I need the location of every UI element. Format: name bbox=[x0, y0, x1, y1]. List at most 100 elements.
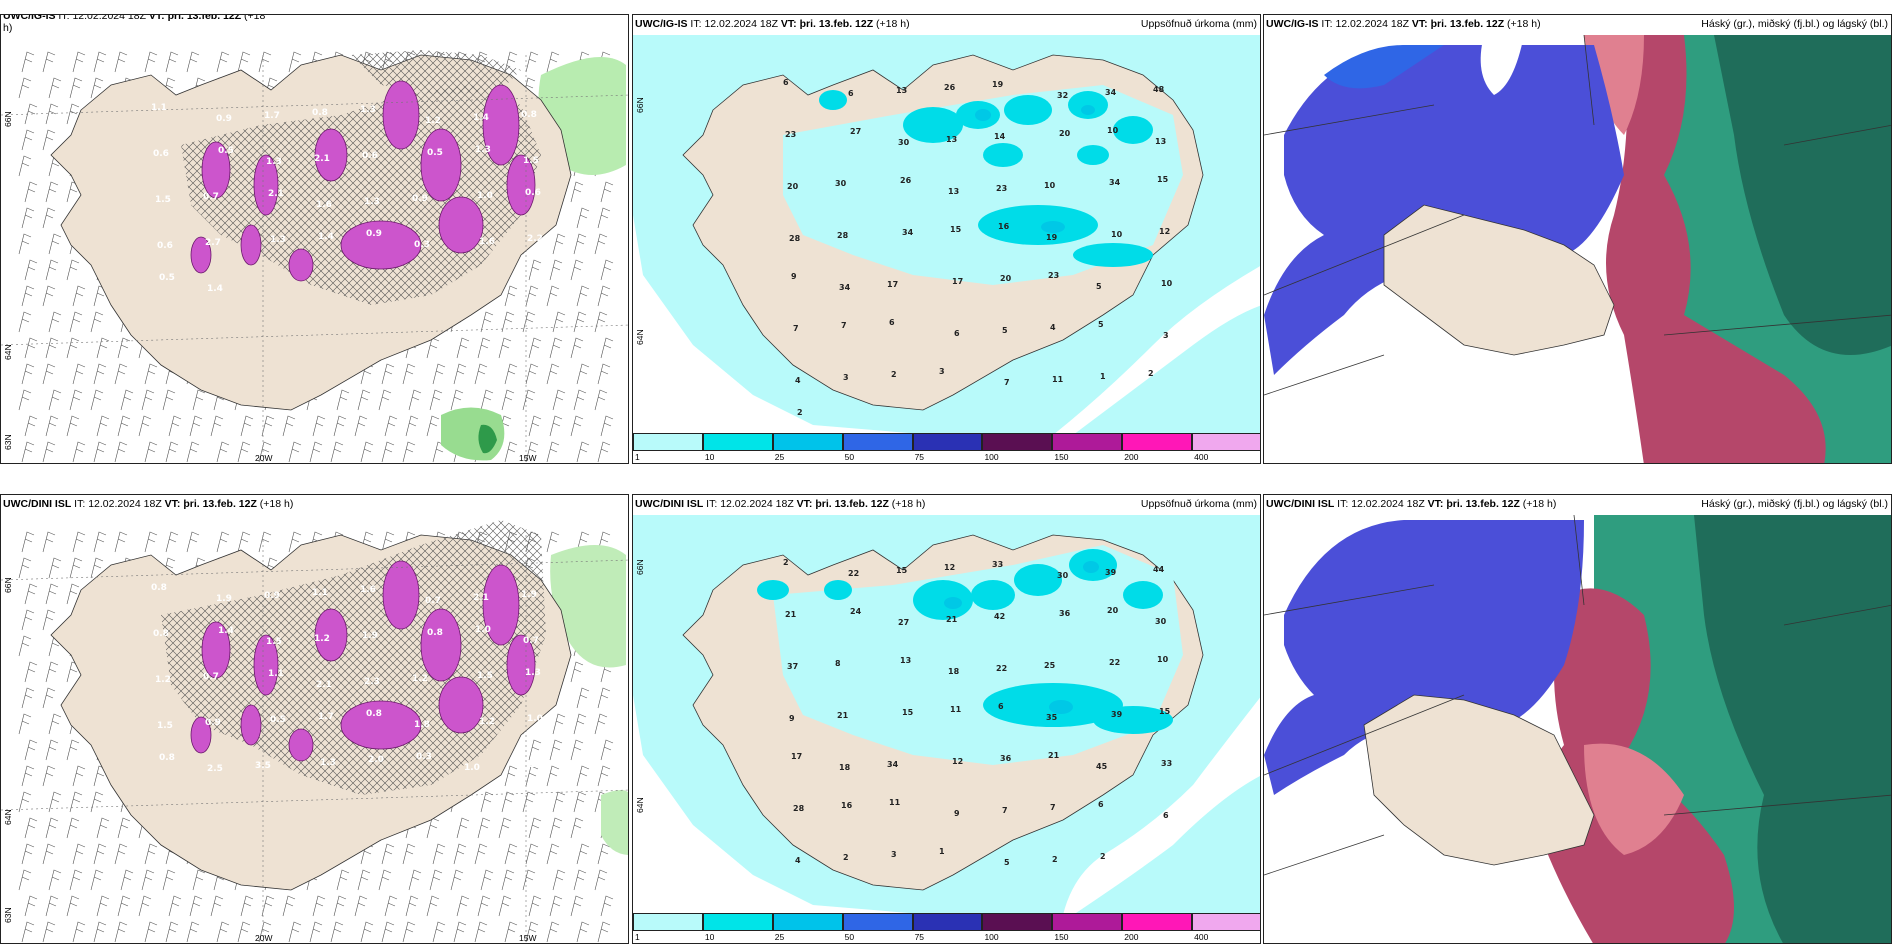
precip-rate-cell bbox=[190, 236, 212, 274]
value-label: 30 bbox=[835, 179, 847, 188]
wind-barb bbox=[546, 843, 560, 865]
precip-rate-cell bbox=[314, 608, 348, 662]
value-label: 1.3 bbox=[360, 105, 376, 115]
wind-barb bbox=[90, 869, 104, 891]
wind-barb bbox=[114, 363, 128, 385]
wind-barb bbox=[21, 687, 35, 709]
wind-barb bbox=[450, 869, 464, 891]
wind-barb bbox=[597, 921, 611, 943]
value-label: 7 bbox=[1004, 378, 1010, 387]
value-label: 5 bbox=[1004, 858, 1010, 867]
graticule bbox=[1264, 34, 1891, 396]
colorbar-swatch bbox=[1122, 433, 1193, 451]
wind-barb bbox=[549, 739, 563, 761]
value-label: 0.8 bbox=[366, 709, 382, 719]
lead-time: (+18 h) bbox=[891, 498, 926, 510]
wind-barb bbox=[525, 843, 539, 865]
wind-barb bbox=[474, 921, 488, 943]
value-label: 1.4 bbox=[207, 284, 223, 294]
wind-barb bbox=[48, 791, 62, 813]
wind-barb bbox=[90, 389, 104, 411]
wind-barb bbox=[552, 713, 566, 735]
wind-barb bbox=[45, 415, 59, 437]
map-panel-ig-is-precip: UWC/IG-IS IT: 12.02.2024 18Z VT: þri. 13… bbox=[632, 14, 1261, 464]
wind-barb bbox=[261, 895, 275, 917]
lon-label-15w: 15W bbox=[519, 933, 537, 943]
wind-barb bbox=[48, 389, 62, 411]
value-label: 4 bbox=[795, 376, 801, 385]
wind-barb bbox=[597, 363, 611, 385]
wind-barb bbox=[21, 363, 35, 385]
value-label: 1.3 bbox=[475, 145, 491, 155]
value-label: 1.2 bbox=[314, 634, 330, 644]
wind-barb bbox=[456, 337, 470, 359]
value-label: 36 bbox=[1000, 754, 1012, 763]
value-label: 28 bbox=[789, 234, 801, 243]
precip-cells bbox=[819, 90, 1153, 267]
precip-rate-cell bbox=[438, 676, 484, 734]
colorbar-swatch bbox=[772, 433, 843, 451]
wind-barb bbox=[93, 843, 107, 865]
colorbar-label: 100 bbox=[984, 452, 999, 462]
value-label: 21 bbox=[837, 711, 849, 720]
value-label: 13 bbox=[900, 656, 911, 665]
it-label: IT: bbox=[690, 18, 702, 30]
cloud-map bbox=[1264, 34, 1891, 463]
wind-barb bbox=[528, 895, 542, 917]
panel-header: UWC/IG-IS IT: 12.02.2024 18Z VT: þri. 13… bbox=[1266, 18, 1541, 30]
wind-barb bbox=[48, 311, 62, 333]
value-label: 1.7 bbox=[264, 111, 280, 121]
value-label: 6 bbox=[1098, 800, 1104, 809]
value-label: 2 bbox=[797, 408, 803, 417]
wind-barb bbox=[165, 921, 179, 943]
panel-title: Háský (gr.), miðský (fj.bl.) og lágský (… bbox=[1701, 18, 1888, 30]
wind-barb bbox=[552, 791, 566, 813]
wind-barb bbox=[45, 661, 59, 683]
wind-barb bbox=[528, 259, 542, 281]
value-label: 0.7 bbox=[523, 636, 539, 646]
value-label: 28 bbox=[793, 804, 805, 813]
value-label: 0.5 bbox=[270, 715, 286, 725]
wind-barb bbox=[594, 389, 608, 411]
value-label: 17 bbox=[887, 280, 898, 289]
cloud-mid-area bbox=[1606, 35, 1826, 463]
wind-barb bbox=[69, 557, 83, 579]
wind-barb bbox=[381, 363, 395, 385]
value-label: 35 bbox=[1046, 713, 1058, 722]
precip-rate-cell bbox=[382, 80, 420, 150]
wind-barb bbox=[432, 363, 446, 385]
precip-colorbar: 1 10 25 50 75 100 150 200 400 bbox=[633, 433, 1260, 463]
wind-barb bbox=[66, 739, 80, 761]
panel-title: Háský (gr.), miðský (fj.bl.) og lágský (… bbox=[1701, 498, 1888, 510]
wind-barb bbox=[504, 765, 518, 787]
colorbar-label: 200 bbox=[1124, 932, 1139, 942]
wind-barb bbox=[456, 817, 470, 839]
wind-barb bbox=[90, 311, 104, 333]
wind-barb bbox=[18, 869, 32, 891]
wind-barb bbox=[525, 765, 539, 787]
panel-title: Uppsöfnuð úrkoma (mm) bbox=[1140, 18, 1257, 30]
value-label: 2 bbox=[783, 558, 789, 567]
wind-barb bbox=[240, 415, 254, 437]
value-label: 11 bbox=[889, 798, 901, 807]
value-label: 0.6 bbox=[525, 188, 541, 198]
precip-rate-cell bbox=[201, 621, 231, 679]
value-label: 27 bbox=[850, 127, 861, 136]
wind-barb bbox=[597, 765, 611, 787]
map-panel-ig-is-cloud: UWC/IG-IS IT: 12.02.2024 18Z VT: þri. 13… bbox=[1263, 14, 1892, 464]
wind-barb bbox=[24, 739, 38, 761]
model-name: UWC/DINI ISL bbox=[635, 498, 704, 510]
vt-label: VT: bbox=[1427, 498, 1444, 510]
wind-barb bbox=[240, 895, 254, 917]
wind-barb bbox=[21, 531, 35, 553]
green-area-south bbox=[601, 790, 628, 855]
value-label: 0.8 bbox=[312, 108, 328, 118]
precip-colorbar: 1 10 25 50 75 100 150 200 400 bbox=[633, 913, 1260, 943]
wind-barb bbox=[189, 415, 203, 437]
wind-barb bbox=[288, 441, 302, 463]
wind-barb bbox=[546, 531, 560, 553]
value-label: 19 bbox=[992, 80, 1004, 89]
value-label: 1.9 bbox=[362, 631, 378, 641]
wind-barb bbox=[504, 843, 518, 865]
value-label: 23 bbox=[996, 184, 1007, 193]
